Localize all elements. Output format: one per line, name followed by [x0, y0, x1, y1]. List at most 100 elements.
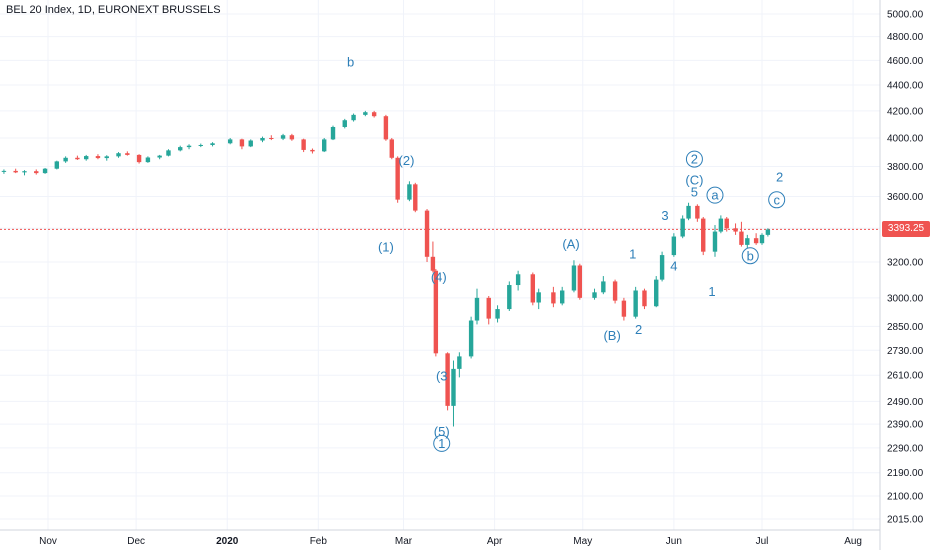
candle-down [389, 137, 394, 160]
wave-label: c [773, 192, 780, 207]
candle-up [536, 288, 541, 310]
wave-circle [433, 434, 451, 452]
candle-body [577, 265, 583, 298]
candle-down [95, 154, 101, 160]
candle-up [559, 286, 565, 306]
candle-body [559, 290, 565, 304]
candle-body [371, 112, 377, 117]
wave-label: (1) [378, 240, 394, 255]
wave-label: (3 [436, 369, 448, 384]
candle-body [633, 290, 638, 317]
candle-up [210, 142, 215, 147]
candle-body [248, 140, 253, 147]
candle-down [530, 272, 536, 306]
candle-body [63, 157, 68, 162]
candle-down [301, 138, 306, 153]
candle-up [178, 145, 183, 152]
candle-up [198, 143, 203, 148]
candle-up [571, 260, 577, 293]
candles [1, 110, 771, 427]
candle-body [733, 228, 738, 232]
wave-label: 1 [708, 284, 715, 299]
candle-up [468, 316, 474, 359]
candle-body [136, 154, 142, 163]
candle-down [413, 182, 418, 213]
wave-circle [768, 191, 786, 209]
time-tick-label: Feb [310, 536, 328, 547]
candle-body [571, 265, 577, 291]
candle-body [765, 229, 771, 235]
price-tick-label: 4600.00 [887, 56, 924, 67]
candle-up [712, 225, 718, 257]
candle-body [621, 300, 627, 317]
candle-body [75, 157, 80, 160]
candle-up [280, 133, 286, 141]
grid [0, 0, 880, 530]
price-tick-label: 2390.00 [887, 420, 924, 431]
candle-body [227, 139, 233, 144]
candle-up [54, 160, 60, 170]
candle-up [330, 125, 336, 141]
candle-up [457, 352, 462, 378]
candle-up [759, 233, 765, 245]
price-tick-label: 2290.00 [887, 443, 924, 454]
candle-down [701, 216, 706, 256]
wave-label: (B) [603, 328, 620, 343]
candle-body [601, 281, 606, 293]
price-tick-label: 3200.00 [887, 257, 924, 268]
candle-down [125, 151, 130, 156]
time-axis[interactable]: Nov Dec 2020 Feb Mar Apr May Jun Jul Aug [39, 536, 862, 547]
candle-down [430, 241, 436, 273]
candle-down [739, 221, 744, 247]
candle-up [718, 215, 724, 234]
candle-body [407, 184, 412, 200]
candle-up [765, 228, 771, 237]
candle-body [451, 368, 456, 406]
time-tick-label: 2020 [216, 536, 239, 547]
wave-label: 2 [691, 152, 698, 167]
candle-up [633, 286, 638, 319]
candle-up [474, 288, 480, 325]
candle-up [116, 152, 121, 158]
candle-down [753, 233, 759, 245]
candle-body [695, 205, 700, 219]
price-tick-label: 3000.00 [887, 293, 924, 304]
time-tick-label: Mar [395, 536, 413, 547]
candle-body [433, 270, 439, 354]
candle-body [116, 153, 121, 157]
wave-label: (5) [434, 424, 450, 439]
candle-down [239, 138, 245, 150]
price-tick-label: 4800.00 [887, 32, 924, 43]
candle-up [104, 155, 109, 161]
candle-body [759, 234, 765, 244]
candle-up [186, 144, 192, 150]
candle-body [701, 218, 706, 252]
candle-body [686, 205, 691, 219]
time-tick-label: Jun [666, 536, 682, 547]
candle-up [145, 156, 151, 163]
candle-body [495, 309, 500, 319]
candle-body [395, 157, 400, 200]
candle-down [310, 148, 315, 154]
candle-body [468, 320, 474, 357]
candle-body [515, 274, 521, 286]
candle-body [753, 238, 759, 244]
wave-label: a [711, 188, 719, 203]
candle-down [445, 352, 450, 411]
wave-circle [706, 186, 724, 204]
candle-body [612, 281, 618, 301]
price-axis[interactable]: 5000.00 4800.00 4600.00 4400.00 4200.00 4000.… [887, 10, 924, 526]
candle-up [63, 156, 68, 163]
candle-body [430, 256, 436, 271]
wave-label: 1 [629, 247, 636, 262]
candle-down [395, 156, 400, 203]
wave-label: b [347, 54, 354, 69]
candle-body [178, 147, 183, 151]
candle-body [157, 155, 162, 158]
candle-body [530, 274, 536, 303]
wave-label: 5 [691, 185, 698, 200]
candle-body [457, 356, 462, 369]
price-tick-label: 2190.00 [887, 468, 924, 479]
candle-body [659, 255, 665, 280]
